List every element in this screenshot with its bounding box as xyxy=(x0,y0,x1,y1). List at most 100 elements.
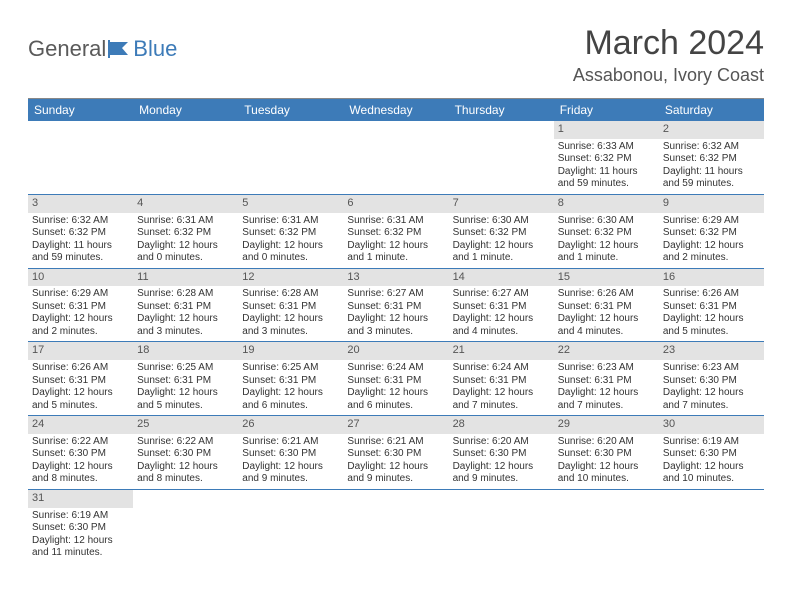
sunset-line: Sunset: 6:30 PM xyxy=(663,448,760,461)
sunset-line: Sunset: 6:32 PM xyxy=(453,227,550,240)
day-cell: 15Sunrise: 6:26 AMSunset: 6:31 PMDayligh… xyxy=(554,269,659,342)
day-cell: 3Sunrise: 6:32 AMSunset: 6:32 PMDaylight… xyxy=(28,195,133,268)
day-body: Sunrise: 6:21 AMSunset: 6:30 PMDaylight:… xyxy=(343,434,448,489)
sunrise-line: Sunrise: 6:32 AM xyxy=(663,141,760,154)
day-cell: 1Sunrise: 6:33 AMSunset: 6:32 PMDaylight… xyxy=(554,121,659,194)
day-cell: . xyxy=(133,121,238,194)
day-number: 24 xyxy=(28,416,133,434)
day-body: Sunrise: 6:31 AMSunset: 6:32 PMDaylight:… xyxy=(133,213,238,268)
day-number: 31 xyxy=(28,490,133,508)
day-number: 12 xyxy=(238,269,343,287)
day-number: 27 xyxy=(343,416,448,434)
day-body: Sunrise: 6:24 AMSunset: 6:31 PMDaylight:… xyxy=(449,360,554,415)
day-cell: . xyxy=(28,121,133,194)
sunset-line: Sunset: 6:32 PM xyxy=(137,227,234,240)
day-cell: 9Sunrise: 6:29 AMSunset: 6:32 PMDaylight… xyxy=(659,195,764,268)
daylight-line: Daylight: 11 hours and 59 minutes. xyxy=(32,240,129,265)
sunrise-line: Sunrise: 6:26 AM xyxy=(663,288,760,301)
day-body: Sunrise: 6:33 AMSunset: 6:32 PMDaylight:… xyxy=(554,139,659,194)
sunset-line: Sunset: 6:32 PM xyxy=(347,227,444,240)
weekday-header: Friday xyxy=(554,99,659,121)
day-body: Sunrise: 6:20 AMSunset: 6:30 PMDaylight:… xyxy=(449,434,554,489)
daylight-line: Daylight: 12 hours and 10 minutes. xyxy=(663,461,760,486)
day-number: 20 xyxy=(343,342,448,360)
daylight-line: Daylight: 12 hours and 9 minutes. xyxy=(242,461,339,486)
sunset-line: Sunset: 6:32 PM xyxy=(558,227,655,240)
sunset-line: Sunset: 6:31 PM xyxy=(137,301,234,314)
sunset-line: Sunset: 6:31 PM xyxy=(558,301,655,314)
day-number: 18 xyxy=(133,342,238,360)
day-body: Sunrise: 6:32 AMSunset: 6:32 PMDaylight:… xyxy=(659,139,764,194)
day-number: 14 xyxy=(449,269,554,287)
day-cell: 28Sunrise: 6:20 AMSunset: 6:30 PMDayligh… xyxy=(449,416,554,489)
day-number: 10 xyxy=(28,269,133,287)
sunset-line: Sunset: 6:31 PM xyxy=(242,375,339,388)
day-cell: 21Sunrise: 6:24 AMSunset: 6:31 PMDayligh… xyxy=(449,342,554,415)
day-number: 2 xyxy=(659,121,764,139)
sunset-line: Sunset: 6:31 PM xyxy=(347,375,444,388)
day-body: Sunrise: 6:32 AMSunset: 6:32 PMDaylight:… xyxy=(28,213,133,268)
day-cell: . xyxy=(238,121,343,194)
daylight-line: Daylight: 12 hours and 6 minutes. xyxy=(347,387,444,412)
day-body: Sunrise: 6:29 AMSunset: 6:32 PMDaylight:… xyxy=(659,213,764,268)
day-cell: . xyxy=(343,121,448,194)
sunrise-line: Sunrise: 6:24 AM xyxy=(347,362,444,375)
day-cell: . xyxy=(449,490,554,563)
day-cell: . xyxy=(343,490,448,563)
sunrise-line: Sunrise: 6:29 AM xyxy=(32,288,129,301)
day-number: 6 xyxy=(343,195,448,213)
daylight-line: Daylight: 12 hours and 8 minutes. xyxy=(32,461,129,486)
daylight-line: Daylight: 12 hours and 8 minutes. xyxy=(137,461,234,486)
daylight-line: Daylight: 12 hours and 2 minutes. xyxy=(663,240,760,265)
sunrise-line: Sunrise: 6:27 AM xyxy=(453,288,550,301)
day-body: Sunrise: 6:28 AMSunset: 6:31 PMDaylight:… xyxy=(133,286,238,341)
daylight-line: Daylight: 12 hours and 1 minute. xyxy=(558,240,655,265)
sunrise-line: Sunrise: 6:31 AM xyxy=(137,215,234,228)
weekday-header: Tuesday xyxy=(238,99,343,121)
sunrise-line: Sunrise: 6:21 AM xyxy=(347,436,444,449)
daylight-line: Daylight: 12 hours and 5 minutes. xyxy=(663,313,760,338)
sunset-line: Sunset: 6:30 PM xyxy=(347,448,444,461)
day-cell: 24Sunrise: 6:22 AMSunset: 6:30 PMDayligh… xyxy=(28,416,133,489)
day-body: Sunrise: 6:24 AMSunset: 6:31 PMDaylight:… xyxy=(343,360,448,415)
day-cell: 4Sunrise: 6:31 AMSunset: 6:32 PMDaylight… xyxy=(133,195,238,268)
sunset-line: Sunset: 6:30 PM xyxy=(32,522,129,535)
day-cell: 6Sunrise: 6:31 AMSunset: 6:32 PMDaylight… xyxy=(343,195,448,268)
day-cell: 27Sunrise: 6:21 AMSunset: 6:30 PMDayligh… xyxy=(343,416,448,489)
sunrise-line: Sunrise: 6:22 AM xyxy=(137,436,234,449)
sunset-line: Sunset: 6:31 PM xyxy=(242,301,339,314)
sunset-line: Sunset: 6:30 PM xyxy=(32,448,129,461)
week-row: .....1Sunrise: 6:33 AMSunset: 6:32 PMDay… xyxy=(28,121,764,195)
sunset-line: Sunset: 6:32 PM xyxy=(32,227,129,240)
week-row: 24Sunrise: 6:22 AMSunset: 6:30 PMDayligh… xyxy=(28,416,764,490)
daylight-line: Daylight: 12 hours and 3 minutes. xyxy=(242,313,339,338)
day-cell: 29Sunrise: 6:20 AMSunset: 6:30 PMDayligh… xyxy=(554,416,659,489)
sunrise-line: Sunrise: 6:21 AM xyxy=(242,436,339,449)
sunrise-line: Sunrise: 6:19 AM xyxy=(663,436,760,449)
sunrise-line: Sunrise: 6:33 AM xyxy=(558,141,655,154)
sunrise-line: Sunrise: 6:28 AM xyxy=(137,288,234,301)
sunrise-line: Sunrise: 6:20 AM xyxy=(558,436,655,449)
day-body: Sunrise: 6:26 AMSunset: 6:31 PMDaylight:… xyxy=(554,286,659,341)
sunrise-line: Sunrise: 6:27 AM xyxy=(347,288,444,301)
sunrise-line: Sunrise: 6:19 AM xyxy=(32,510,129,523)
day-number: 21 xyxy=(449,342,554,360)
daylight-line: Daylight: 12 hours and 9 minutes. xyxy=(347,461,444,486)
day-body: Sunrise: 6:30 AMSunset: 6:32 PMDaylight:… xyxy=(554,213,659,268)
day-cell: . xyxy=(238,490,343,563)
day-cell: 18Sunrise: 6:25 AMSunset: 6:31 PMDayligh… xyxy=(133,342,238,415)
day-number: 13 xyxy=(343,269,448,287)
daylight-line: Daylight: 12 hours and 3 minutes. xyxy=(137,313,234,338)
day-number: 5 xyxy=(238,195,343,213)
day-cell: 13Sunrise: 6:27 AMSunset: 6:31 PMDayligh… xyxy=(343,269,448,342)
week-row: 10Sunrise: 6:29 AMSunset: 6:31 PMDayligh… xyxy=(28,269,764,343)
day-cell: 30Sunrise: 6:19 AMSunset: 6:30 PMDayligh… xyxy=(659,416,764,489)
day-number: 9 xyxy=(659,195,764,213)
day-body: Sunrise: 6:31 AMSunset: 6:32 PMDaylight:… xyxy=(238,213,343,268)
daylight-line: Daylight: 11 hours and 59 minutes. xyxy=(558,166,655,191)
sunset-line: Sunset: 6:30 PM xyxy=(242,448,339,461)
daylight-line: Daylight: 12 hours and 7 minutes. xyxy=(453,387,550,412)
day-cell: 10Sunrise: 6:29 AMSunset: 6:31 PMDayligh… xyxy=(28,269,133,342)
sunrise-line: Sunrise: 6:23 AM xyxy=(558,362,655,375)
day-body: Sunrise: 6:26 AMSunset: 6:31 PMDaylight:… xyxy=(659,286,764,341)
